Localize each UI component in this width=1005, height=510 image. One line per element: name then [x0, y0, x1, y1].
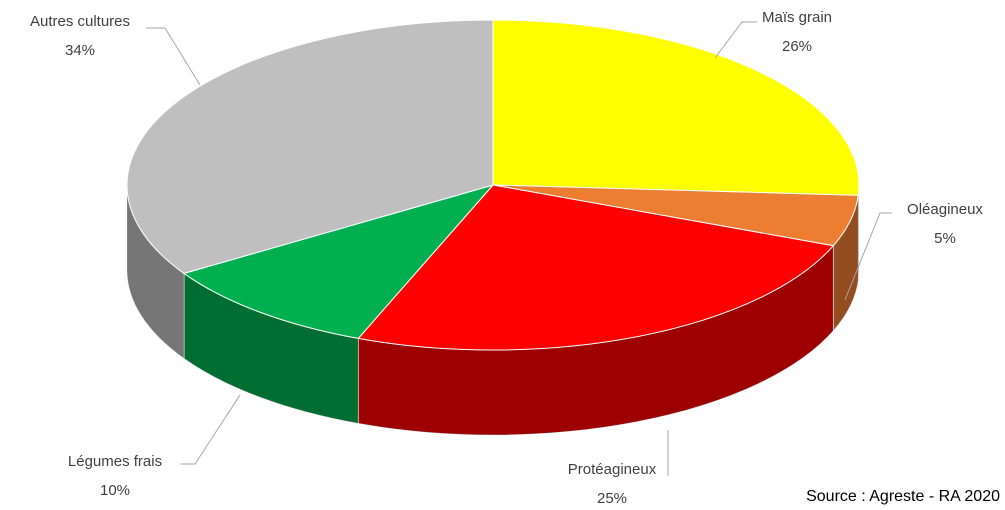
slice-value: 10%	[100, 482, 130, 499]
slice	[182, 184, 495, 339]
slice-value: 25%	[597, 490, 627, 507]
leader-line	[146, 27, 201, 86]
slice	[492, 19, 860, 196]
side-shade	[358, 245, 834, 435]
leader-line	[714, 21, 757, 59]
slice-label: Légumes frais	[68, 453, 162, 470]
slice-label: Oléagineux	[907, 201, 983, 218]
slice-value: 26%	[782, 38, 812, 55]
source: Source : Agreste - RA 2020	[806, 488, 1000, 505]
slice-value: 34%	[65, 42, 95, 59]
side-shade	[833, 195, 859, 331]
side-shade	[127, 185, 184, 359]
leader-line	[844, 212, 892, 301]
slice	[357, 184, 835, 351]
side-shade	[183, 273, 359, 424]
slice-label: Autres cultures	[30, 13, 130, 30]
slice-value: 5%	[934, 230, 956, 247]
slice-label: Protéagineux	[568, 461, 657, 478]
slice-label: Maïs grain	[762, 9, 832, 26]
slice	[126, 19, 494, 274]
leader-line	[180, 394, 241, 465]
